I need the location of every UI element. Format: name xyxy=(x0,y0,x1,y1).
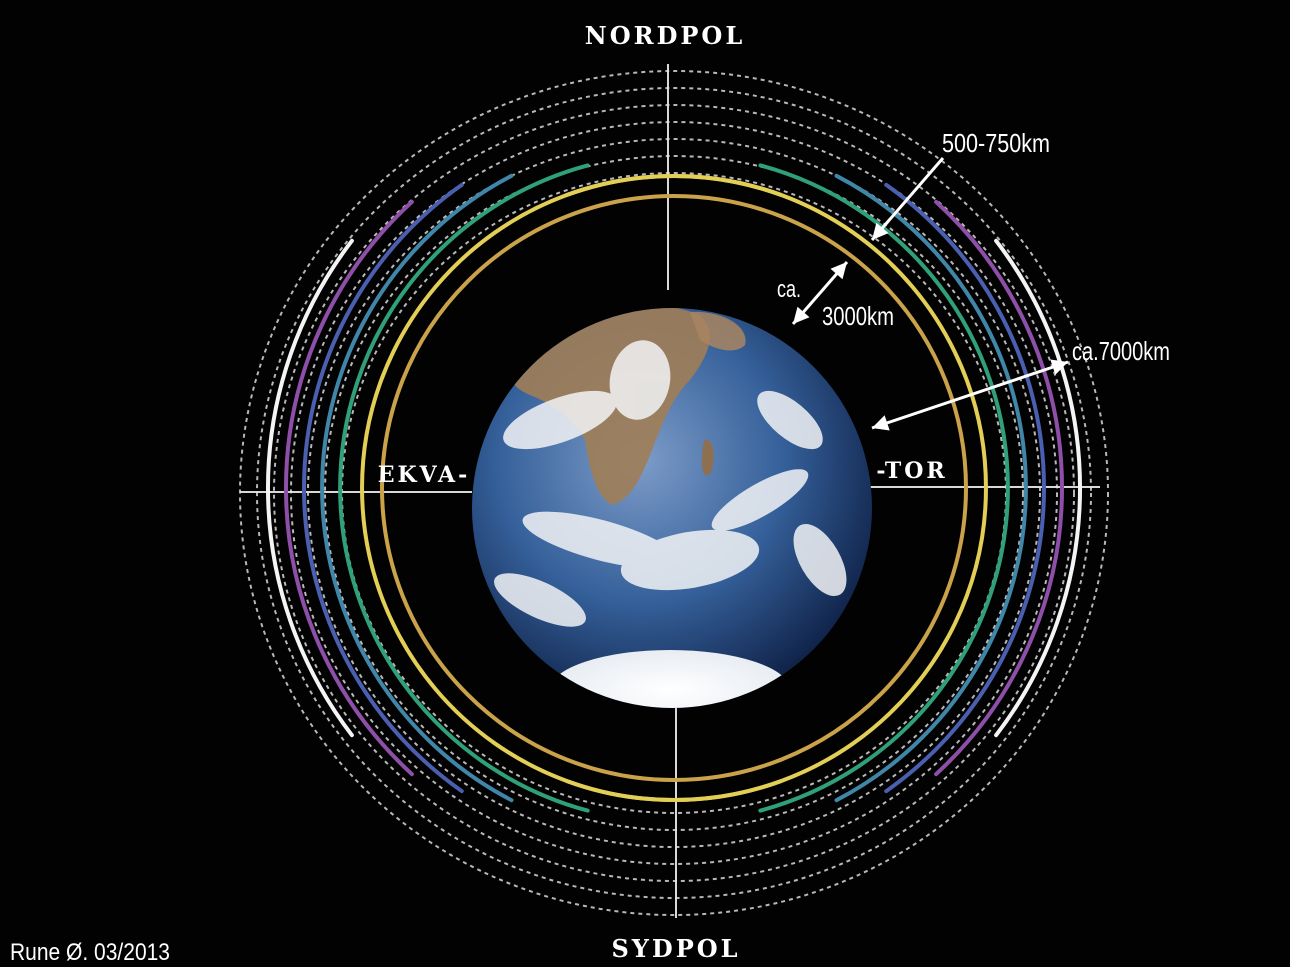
distance-ca-label: ca. xyxy=(777,276,801,303)
dotted-ring-6 xyxy=(256,87,1092,899)
dotted-ring-2 xyxy=(324,155,1024,831)
outer-distance-label: ca.7000km xyxy=(1072,336,1170,366)
equator-left-label: EKVA- xyxy=(378,462,470,488)
belt-blue-right xyxy=(884,182,1046,794)
inner-distance-label: 3000km xyxy=(822,301,894,331)
outer-distance-arrow-shaft xyxy=(871,360,1069,430)
belt-teal-right xyxy=(834,173,1028,803)
belt-purple-right xyxy=(934,199,1065,777)
earth xyxy=(472,308,872,708)
dotted-ring-7 xyxy=(239,70,1109,916)
belt-inner-gold xyxy=(380,194,968,782)
belt-green-right xyxy=(758,163,1010,813)
north-pole-label: NORDPOL xyxy=(585,21,745,50)
belt-width-arrow-head-end xyxy=(872,222,889,240)
belt-width-label: 500-750km xyxy=(942,128,1050,158)
belt-width-arrow-shaft xyxy=(870,157,945,241)
belt-purple-left xyxy=(283,199,414,777)
belt-white-left xyxy=(265,238,354,738)
belt-white-right xyxy=(994,238,1083,738)
arabia xyxy=(690,311,746,351)
belt-teal-left xyxy=(320,173,514,803)
dotted-ring-4 xyxy=(290,121,1058,865)
equator-right-label: -TOR xyxy=(876,458,947,484)
distance-arrows xyxy=(791,157,1069,431)
dotted-ring-5 xyxy=(273,104,1075,882)
inner-distance-arrow-head-start xyxy=(830,262,847,280)
madagascar xyxy=(702,439,714,476)
belt-yellow-left xyxy=(360,174,783,802)
outer-distance-arrow-head-start xyxy=(1050,359,1068,375)
inner-distance-arrow-head-end xyxy=(793,306,810,324)
credit-label: Rune Ø. 03/2013 xyxy=(10,939,170,966)
outer-distance-arrow-head-end xyxy=(872,415,890,431)
belt-blue-left xyxy=(302,182,464,794)
cloud-swirls xyxy=(494,340,847,627)
radiation-belts xyxy=(265,163,1083,813)
antarctica xyxy=(550,650,790,708)
south-pole-label: SYDPOL xyxy=(611,934,740,963)
dotted-ring-3 xyxy=(307,138,1041,848)
belt-green-left xyxy=(338,163,590,813)
